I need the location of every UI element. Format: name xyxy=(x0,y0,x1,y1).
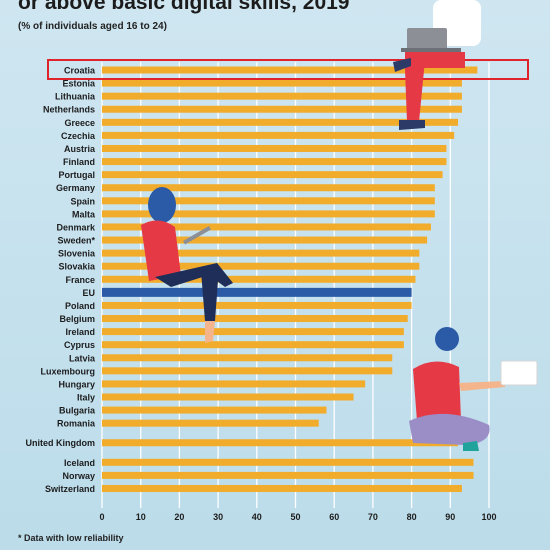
bar-czechia xyxy=(102,131,455,139)
person-top-right-illustration xyxy=(393,0,481,130)
category-label: Hungary xyxy=(58,379,95,389)
bar-croatia xyxy=(102,66,478,74)
category-label: Romania xyxy=(57,419,96,429)
category-label: United Kingdom xyxy=(26,438,96,448)
x-tick-label: 80 xyxy=(407,512,417,522)
x-tick-label: 50 xyxy=(290,512,300,522)
bar-portugal xyxy=(102,171,443,179)
x-tick-label: 30 xyxy=(213,512,223,522)
category-label: Ireland xyxy=(65,327,95,337)
x-tick-label: 0 xyxy=(99,512,104,522)
x-tick-label: 60 xyxy=(329,512,339,522)
category-label: Sweden* xyxy=(57,236,95,246)
category-label: EU xyxy=(82,288,95,298)
category-label: Slovakia xyxy=(58,262,96,272)
bar-belgium xyxy=(102,315,408,323)
bar-finland xyxy=(102,158,447,166)
category-label: Slovenia xyxy=(58,249,96,259)
category-label: Latvia xyxy=(69,353,96,363)
bar-switzerland xyxy=(102,484,462,492)
bar-cyprus xyxy=(102,341,404,349)
category-label: Greece xyxy=(64,118,95,128)
category-label: Netherlands xyxy=(43,105,95,115)
category-label: Iceland xyxy=(64,458,95,468)
highlight-box xyxy=(47,59,529,80)
man-with-laptop-illustration xyxy=(409,327,538,451)
bar-lithuania xyxy=(102,92,462,100)
bar-united-kingdom xyxy=(102,439,459,447)
bar-netherlands xyxy=(102,105,462,113)
bars xyxy=(102,66,478,492)
bar-iceland xyxy=(102,458,474,466)
category-label: Estonia xyxy=(62,79,96,89)
x-tick-label: 40 xyxy=(252,512,262,522)
bar-spain xyxy=(102,197,435,205)
bar-denmark xyxy=(102,223,431,231)
bar-estonia xyxy=(102,79,462,87)
category-label: Spain xyxy=(70,196,95,206)
category-label: Poland xyxy=(65,301,95,311)
category-label: Lithuania xyxy=(55,92,96,102)
bar-malta xyxy=(102,210,435,218)
x-tick-label: 100 xyxy=(481,512,496,522)
bar-austria xyxy=(102,144,447,152)
bar-ireland xyxy=(102,328,404,336)
footnote: * Data with low reliability xyxy=(18,533,124,543)
x-tick-label: 10 xyxy=(136,512,146,522)
x-tick-label: 20 xyxy=(174,512,184,522)
category-label: Czechia xyxy=(61,131,96,141)
category-label: Denmark xyxy=(56,222,96,232)
bar-greece xyxy=(102,118,459,126)
category-label: Austria xyxy=(64,144,96,154)
category-label: Malta xyxy=(72,209,96,219)
bar-romania xyxy=(102,419,319,427)
category-label: Cyprus xyxy=(64,340,95,350)
bar-eu xyxy=(102,287,412,297)
bar-sweden xyxy=(102,236,428,244)
category-label: Bulgaria xyxy=(59,406,96,416)
bar-france xyxy=(102,275,416,283)
x-tick-labels: 0 10 20 30 40 50 60 70 80 90 100 xyxy=(99,512,496,522)
category-label: Croatia xyxy=(64,66,96,76)
category-label: France xyxy=(65,275,95,285)
chart-subtitle: (% of individuals aged 16 to 24) xyxy=(18,21,167,32)
bar-hungary xyxy=(102,380,366,388)
category-label: Belgium xyxy=(59,314,95,324)
bar-poland xyxy=(102,301,412,309)
bar-italy xyxy=(102,393,354,401)
bar-latvia xyxy=(102,354,393,362)
bar-germany xyxy=(102,184,435,192)
category-label: Germany xyxy=(56,183,95,193)
x-tick-label: 90 xyxy=(445,512,455,522)
category-label: Italy xyxy=(77,393,95,403)
x-tick-label: 70 xyxy=(368,512,378,522)
bar-slovakia xyxy=(102,262,420,270)
category-labels: Croatia Estonia Lithuania Netherlands Greece… xyxy=(26,66,96,494)
chart-title: or above basic digital skills, 2019 xyxy=(18,0,350,14)
category-label: Norway xyxy=(62,471,95,481)
bar-slovenia xyxy=(102,249,420,257)
category-label: Finland xyxy=(63,157,95,167)
category-label: Portugal xyxy=(58,170,95,180)
woman-sitting-illustration xyxy=(141,187,233,343)
category-label: Luxembourg xyxy=(40,366,95,376)
bar-luxembourg xyxy=(102,367,393,375)
bar-bulgaria xyxy=(102,406,327,414)
bar-norway xyxy=(102,471,474,479)
category-label: Switzerland xyxy=(45,484,95,494)
